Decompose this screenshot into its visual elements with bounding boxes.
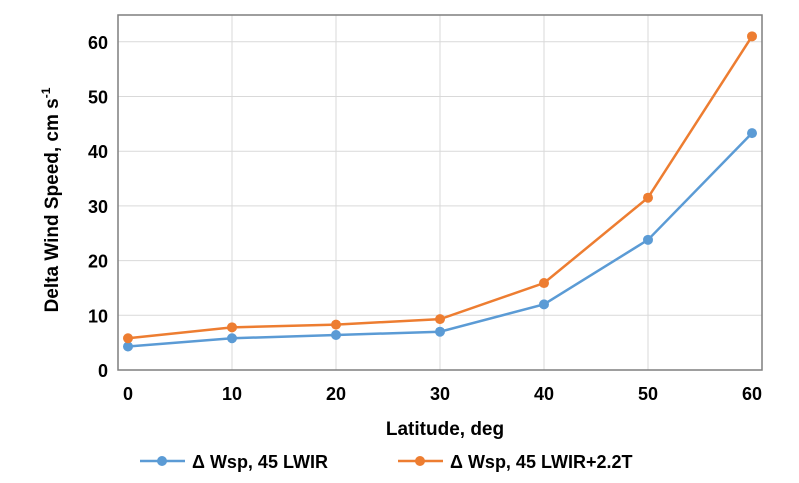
data-point (227, 322, 237, 333)
y-tick-label: 0 (98, 361, 108, 381)
legend-label-2: Δ Wsp, 45 LWIR+2.2T (450, 452, 632, 472)
legend-label-1: Δ Wsp, 45 LWIR (192, 452, 328, 472)
x-tick-label: 20 (326, 384, 346, 404)
y-tick-label: 40 (88, 142, 108, 162)
data-point (123, 341, 133, 352)
legend-marker-2 (415, 456, 425, 466)
y-axis-label: Delta Wind Speed, cm s-1 (39, 87, 63, 312)
data-point (539, 299, 549, 310)
data-point (435, 326, 445, 337)
legend-marker-1 (157, 456, 167, 466)
y-tick-label: 50 (88, 88, 108, 108)
y-tick-label: 60 (88, 33, 108, 53)
data-point (227, 333, 237, 344)
x-tick-label: 50 (638, 384, 658, 404)
y-tick-label: 20 (88, 252, 108, 272)
x-tick-label: 10 (222, 384, 242, 404)
x-tick-label: 30 (430, 384, 450, 404)
x-tick-label: 60 (742, 384, 762, 404)
data-point (747, 31, 757, 42)
data-point (435, 314, 445, 325)
data-point (331, 319, 341, 330)
x-tick-label: 0 (123, 384, 133, 404)
data-point (331, 329, 341, 340)
data-point (747, 128, 757, 139)
x-axis-label: Latitude, deg (386, 419, 504, 440)
x-tick-label: 40 (534, 384, 554, 404)
plot-frame (117, 14, 763, 371)
legend: Δ Wsp, 45 LWIR Δ Wsp, 45 LWIR+2.2T (140, 452, 632, 472)
data-point (539, 278, 549, 289)
data-point (643, 192, 653, 203)
data-point (123, 333, 133, 344)
y-tick-label: 10 (88, 306, 108, 326)
y-tick-label: 30 (88, 197, 108, 217)
data-point (643, 234, 653, 245)
